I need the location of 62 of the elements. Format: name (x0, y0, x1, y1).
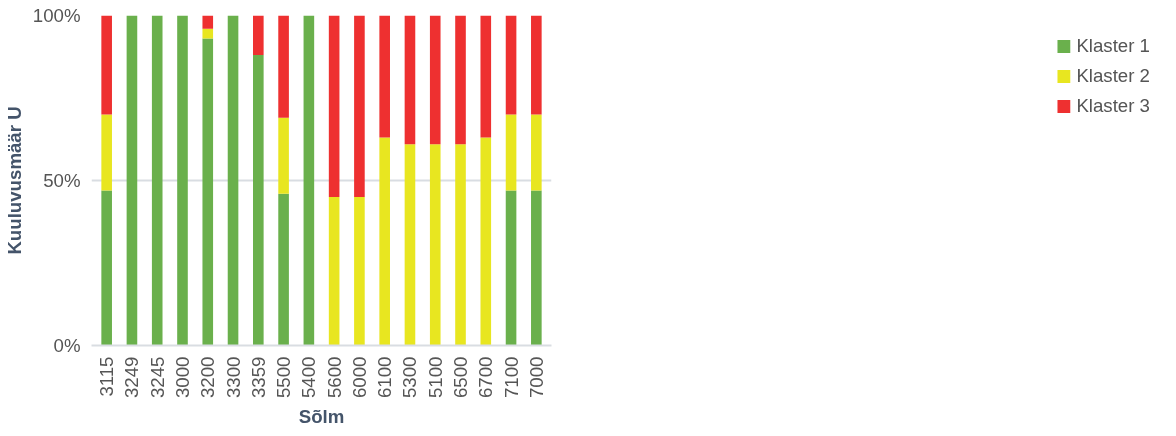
x-tick-label: 3000 (171, 356, 193, 398)
y-axis-title: Kuuluvusmäär U (3, 106, 25, 255)
bar (278, 193, 289, 346)
y-tick-label: 100% (32, 5, 81, 26)
bar (202, 28, 214, 39)
bar (480, 15, 492, 138)
bar (379, 15, 390, 138)
bar (278, 117, 289, 194)
x-axis-title: Sõlm (298, 406, 345, 427)
bar (151, 15, 163, 346)
bar (328, 197, 340, 346)
bar (429, 144, 441, 346)
bar (455, 15, 466, 145)
legend-label: Klaster 2 (1076, 65, 1150, 87)
bar (101, 114, 112, 191)
y-tick-label: 50% (43, 170, 81, 191)
bar (126, 15, 138, 346)
bar (202, 38, 214, 346)
bar (303, 15, 315, 346)
bar (531, 190, 542, 346)
x-tick-label: 3249 (121, 356, 143, 398)
x-tick-label: 5300 (399, 356, 421, 398)
x-tick-label: 3300 (222, 356, 244, 398)
bar (505, 15, 517, 115)
bar (531, 114, 542, 191)
x-tick-label: 5100 (424, 356, 446, 398)
bar (505, 190, 517, 346)
bar (278, 15, 289, 118)
bar (429, 15, 441, 145)
x-tick-label: 3200 (197, 356, 219, 398)
bar (202, 15, 214, 29)
bar (177, 15, 188, 346)
x-tick-label: 3245 (146, 356, 168, 398)
x-tick-label: 3359 (247, 356, 269, 398)
bar (328, 15, 340, 197)
bar (505, 114, 517, 191)
legend-label: Klaster 3 (1076, 95, 1150, 117)
bar (101, 15, 112, 115)
bar (227, 15, 239, 346)
bar (354, 15, 365, 197)
x-tick-label: 6500 (450, 356, 472, 398)
x-tick-label: 5600 (323, 356, 345, 398)
bar (455, 144, 466, 346)
x-tick-label: 7000 (525, 356, 547, 398)
legend-label: Klaster 1 (1076, 35, 1150, 57)
bar (480, 137, 492, 346)
bar (531, 15, 542, 115)
x-tick-label: 3115 (96, 356, 118, 397)
y-tick-label: 0% (53, 335, 81, 356)
bar (379, 137, 390, 346)
bar (404, 144, 416, 346)
bar (101, 190, 112, 346)
x-tick-label: 5500 (273, 356, 295, 398)
x-tick-label: 6000 (348, 356, 370, 398)
x-tick-label: 6700 (475, 356, 497, 398)
bar (404, 15, 416, 145)
x-tick-label: 6100 (374, 356, 396, 398)
bar (253, 15, 264, 56)
x-tick-label: 5400 (298, 356, 320, 398)
bar (354, 197, 365, 346)
x-tick-label: 7100 (500, 356, 522, 398)
bar (253, 55, 264, 346)
